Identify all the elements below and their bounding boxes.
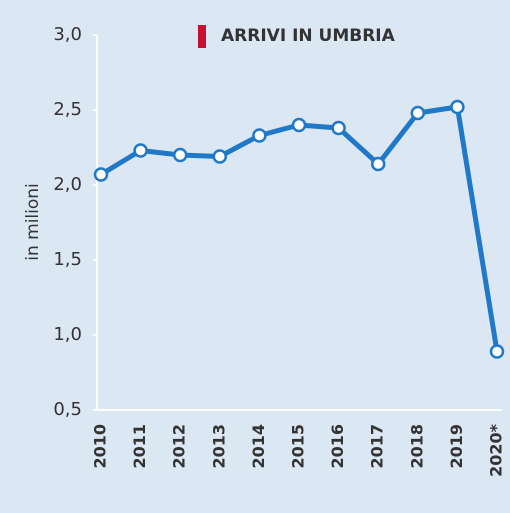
y-tick-label: 0,5 [53,399,82,420]
x-tick-label: 2013 [209,424,228,469]
x-tick-label: 2015 [289,424,308,469]
x-tick-label: 2016 [328,424,347,469]
data-point [370,156,386,172]
x-tick-label: 2011 [130,424,149,469]
y-tick-label: 2,5 [53,99,82,120]
y-tick-label: 1,0 [53,324,82,345]
data-point [133,143,148,158]
data-point [172,147,188,163]
data-point [489,344,505,359]
x-tick-label: 2018 [407,424,426,469]
y-tick-label: 2,0 [53,174,82,195]
data-point [252,128,267,143]
legend-label: ARRIVI IN UMBRIA [221,26,396,46]
data-point [93,167,109,182]
x-tick-label: 2012 [170,424,189,469]
x-tick-label: 2019 [447,424,466,469]
series-line [99,104,500,352]
y-tick-label: 3,0 [53,24,82,45]
x-tick-label: 2017 [368,424,387,469]
y-tick-label: 1,5 [53,249,82,270]
data-point [450,99,465,115]
x-tick-label: 2010 [91,424,110,469]
data-point [291,117,307,133]
x-tick-label: 2020* [487,423,506,477]
data-point [212,149,228,164]
x-tick-label: 2014 [249,424,268,469]
data-point [410,105,426,121]
y-axis-label: in milioni [23,183,43,261]
data-point [331,120,346,136]
legend-marker [198,25,206,48]
